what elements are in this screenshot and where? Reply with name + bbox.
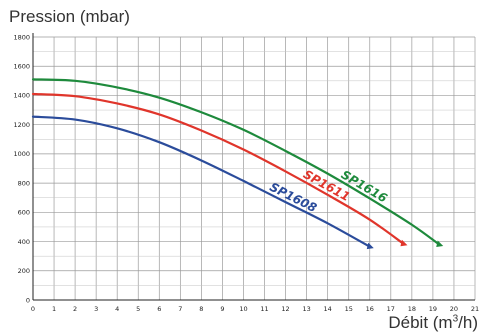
x-axis-label-sup: 3 (452, 313, 459, 325)
x-tick-label: 18 (408, 305, 416, 313)
y-tick-label: 600 (18, 209, 30, 217)
x-tick-label: 20 (450, 305, 458, 313)
x-tick-label: 11 (260, 305, 268, 313)
y-tick-label: 800 (18, 179, 30, 187)
series-end-arrow (366, 242, 374, 250)
y-tick-label: 1400 (13, 92, 30, 100)
series-end-arrow (436, 240, 444, 247)
y-tick-label: 1600 (13, 63, 30, 71)
x-tick-label: 19 (429, 305, 437, 313)
x-tick-label: 16 (366, 305, 374, 313)
x-tick-label: 2 (73, 305, 77, 313)
y-tick-label: 0 (26, 296, 30, 304)
x-tick-label: 14 (324, 305, 332, 313)
x-tick-label: 10 (239, 305, 247, 313)
series-end-arrow (400, 239, 408, 247)
y-tick-label: 1000 (13, 150, 30, 158)
x-axis-label: Débit (m3/h) (388, 313, 478, 333)
x-tick-label: 6 (157, 305, 161, 313)
chart-title: Pression (mbar) (9, 7, 130, 26)
x-axis-label-prefix: Débit (m (388, 313, 453, 332)
x-axis-label-suffix: /h) (458, 313, 478, 332)
x-tick-label: 7 (178, 305, 182, 313)
series-line-sp1608 (31, 115, 371, 248)
x-tick-label: 12 (281, 305, 289, 313)
y-tick-label: 400 (18, 238, 30, 246)
series-line-sp1616 (31, 78, 441, 246)
x-tick-label: 0 (31, 305, 35, 313)
y-tick-label: 200 (18, 267, 30, 275)
series-line-sp1611 (31, 92, 405, 245)
x-tick-label: 8 (199, 305, 203, 313)
x-tick-label: 5 (136, 305, 140, 313)
x-tick-label: 13 (302, 305, 310, 313)
x-tick-label: 9 (220, 305, 224, 313)
x-tick-label: 21 (471, 305, 479, 313)
y-tick-label: 1800 (13, 33, 30, 41)
x-tick-label: 3 (94, 305, 98, 313)
y-tick-label: 1200 (13, 121, 30, 129)
x-tick-label: 4 (115, 305, 119, 313)
x-tick-label: 15 (345, 305, 353, 313)
x-tick-label: 1 (52, 305, 56, 313)
x-tick-label: 17 (387, 305, 395, 313)
